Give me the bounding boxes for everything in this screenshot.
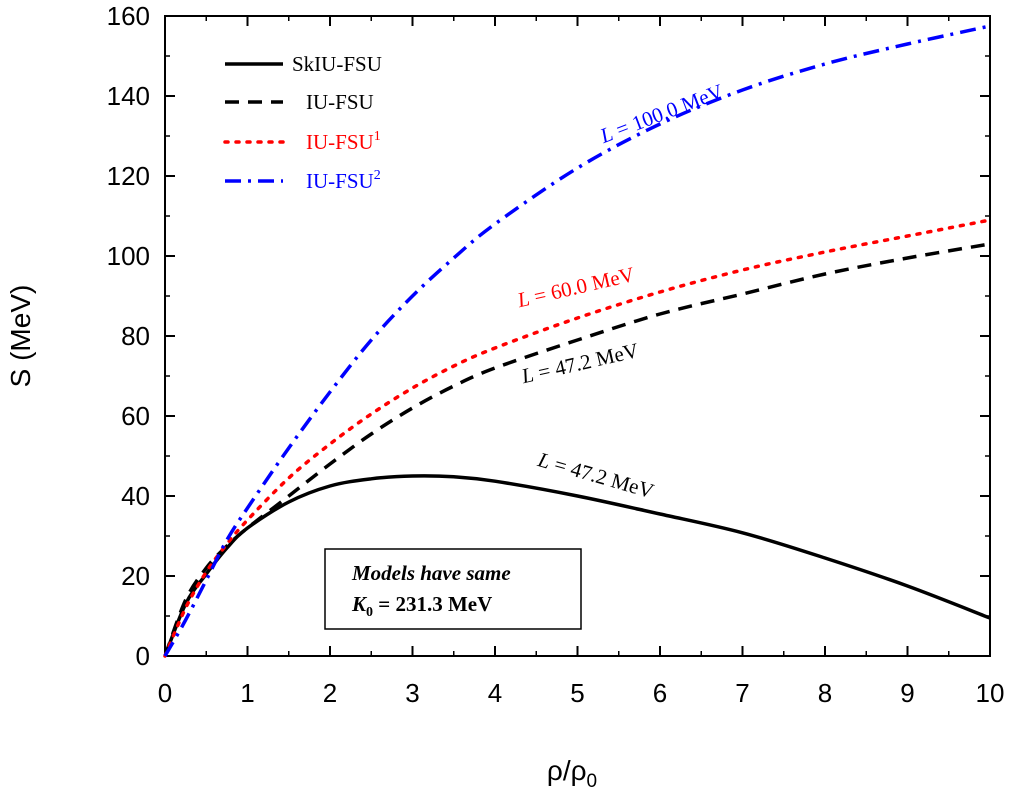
x-tick-label: 0 <box>158 678 172 708</box>
x-axis-title-main: ρ/ρ <box>547 755 587 786</box>
x-tick-label: 3 <box>405 678 419 708</box>
y-tick-label: 60 <box>121 401 150 431</box>
y-tick-label: 40 <box>121 481 150 511</box>
x-tick-label: 9 <box>900 678 914 708</box>
curve-annotation-3: L = 47.2 MeV <box>534 447 656 503</box>
x-tick-label: 2 <box>323 678 337 708</box>
x-axis-title: ρ/ρ0 <box>547 755 597 792</box>
note-k-value: = 231.3 MeV <box>373 592 492 616</box>
x-tick-label: 1 <box>240 678 254 708</box>
y-tick-label: 100 <box>107 241 150 271</box>
series-line-1 <box>163 242 991 657</box>
x-tick-label: 4 <box>488 678 502 708</box>
note-box-frame <box>324 548 582 630</box>
note-k-symbol: K <box>351 592 368 616</box>
y-tick-label: 80 <box>121 321 150 351</box>
x-axis-title-sub: 0 <box>587 771 598 792</box>
note-box: Models have same K0 = 231.3 MeV <box>324 548 582 630</box>
x-tick-label: 8 <box>818 678 832 708</box>
y-tick-label: 20 <box>121 561 150 591</box>
legend: SkIU-FSU IU-FSU IU-FSU1 IU-FSU2 <box>223 52 382 193</box>
y-tick-label: 140 <box>107 81 150 111</box>
curve-annotation-2: L = 47.2 MeV <box>518 338 641 388</box>
axis-ticks <box>164 15 991 657</box>
legend-label-2: IU-FSU1 <box>306 129 381 154</box>
series-line-3 <box>163 24 991 657</box>
x-tick-label: 6 <box>653 678 667 708</box>
y-tick-label: 120 <box>107 161 150 191</box>
curves <box>163 24 992 658</box>
note-box-line2: K0 = 231.3 MeV <box>351 592 492 620</box>
y-axis-title: S (MeV) <box>5 285 36 388</box>
note-k-subscript: 0 <box>366 605 373 620</box>
note-box-line1: Models have same <box>351 561 511 585</box>
legend-label-1: IU-FSU <box>306 90 374 114</box>
curve-annotation-0: L = 100.0 MeV <box>596 79 727 148</box>
x-tick-label: 7 <box>735 678 749 708</box>
x-tick-label: 10 <box>976 678 1005 708</box>
legend-label-0: SkIU-FSU <box>292 52 382 76</box>
x-tick-label: 5 <box>570 678 584 708</box>
legend-label-3: IU-FSU2 <box>306 168 381 193</box>
y-tick-label: 0 <box>136 641 150 671</box>
y-tick-label: 160 <box>107 1 150 31</box>
